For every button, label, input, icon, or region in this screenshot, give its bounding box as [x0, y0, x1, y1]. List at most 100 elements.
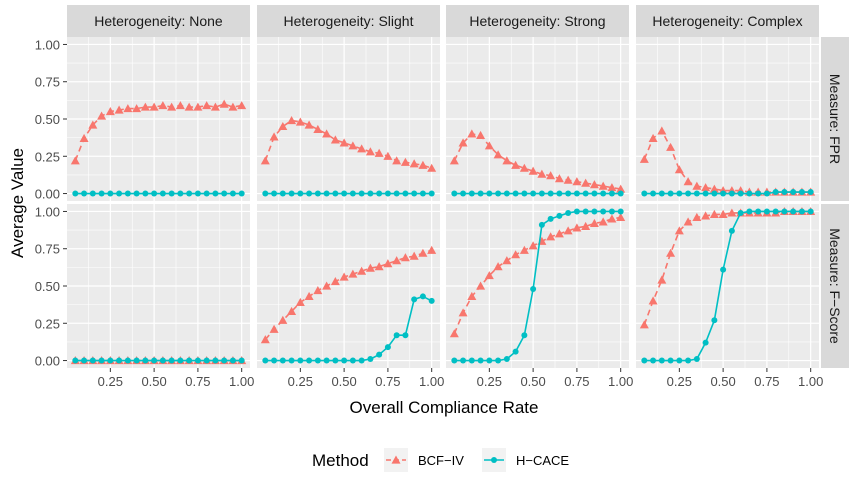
hcace-point: [486, 190, 493, 197]
bcf-point: [269, 324, 279, 333]
hcace-point: [332, 190, 339, 197]
bcf-point: [193, 102, 203, 111]
hcace-point: [402, 190, 409, 197]
hcace-point: [142, 190, 149, 197]
hcace-point: [306, 357, 313, 364]
hcace-point: [503, 190, 510, 197]
hcace-point: [358, 190, 365, 197]
hcace-point: [737, 209, 744, 216]
x-tick-label: 0.50: [331, 374, 356, 389]
hcace-point: [772, 208, 779, 215]
bcf-point: [348, 141, 358, 150]
panel: [67, 37, 250, 201]
hcace-point: [720, 190, 727, 197]
x-tick-label: 0.75: [375, 374, 400, 389]
bcf-point: [158, 101, 168, 110]
bcf-point: [476, 281, 486, 290]
hcace-point: [781, 208, 788, 215]
hcace-point: [737, 190, 744, 197]
hcace-point: [746, 190, 753, 197]
hcace-point: [411, 296, 418, 303]
y-tick-label: 0.50: [35, 112, 60, 127]
hcace-point: [124, 357, 131, 364]
x-tick-label: 1.00: [419, 374, 444, 389]
bcf-point: [409, 251, 419, 260]
bcf-point: [607, 183, 617, 192]
hcace-point: [238, 357, 245, 364]
hcace-point: [402, 332, 409, 339]
hcace-point: [168, 357, 175, 364]
hcace-point: [468, 357, 475, 364]
hcace-point: [460, 357, 467, 364]
hcace-point: [349, 190, 356, 197]
bcf-point: [219, 99, 229, 108]
hcace-point: [133, 190, 140, 197]
hcace-point: [203, 357, 210, 364]
hcace-point: [288, 357, 295, 364]
bcf-point: [184, 102, 194, 111]
bcf-point: [167, 102, 177, 111]
bcf-point: [528, 241, 538, 250]
bcf-point: [427, 163, 437, 172]
x-tick-label: 1.00: [798, 374, 823, 389]
y-tick-label: 0.50: [35, 279, 60, 294]
bcf-point: [674, 165, 684, 174]
bcf-point: [70, 156, 80, 165]
bcf-point: [701, 211, 711, 220]
hcace-point: [151, 190, 158, 197]
hcace-point: [495, 357, 502, 364]
bcf-point: [313, 285, 323, 295]
bcf-point: [572, 177, 582, 186]
hcace-point: [221, 190, 228, 197]
x-tick-label: 0.50: [520, 374, 545, 389]
bcf-point: [140, 102, 150, 111]
x-tick-label: 0.50: [710, 374, 735, 389]
hcace-point: [667, 190, 674, 197]
hcace-point: [297, 190, 304, 197]
hcace-point: [763, 190, 770, 197]
hcace-point: [477, 190, 484, 197]
bcf-point: [313, 124, 323, 134]
bcf-point: [330, 277, 340, 286]
y-tick-label: 1.00: [35, 204, 60, 219]
x-tick-label: 0.75: [564, 374, 589, 389]
hcace-point: [98, 190, 105, 197]
hcace-point: [306, 190, 313, 197]
hcace-point: [238, 190, 245, 197]
hcace-point: [367, 356, 374, 363]
bcf-point: [476, 130, 486, 139]
bcf-point: [692, 181, 702, 190]
hcace-point: [168, 190, 175, 197]
hcace-point: [288, 190, 295, 197]
hcace-point: [107, 190, 114, 197]
hcace-point: [89, 190, 96, 197]
hcace-point: [376, 351, 383, 358]
bcf-point: [97, 111, 107, 120]
hcace-point: [556, 190, 563, 197]
bcf-point: [105, 107, 115, 116]
bcf-point: [322, 281, 332, 290]
hcace-point: [503, 356, 510, 363]
x-tick-label: 1.00: [608, 374, 633, 389]
hcace-point: [608, 190, 615, 197]
bcf-point: [554, 174, 564, 183]
bcf-point: [365, 263, 375, 272]
y-tick-label: 0.75: [35, 75, 60, 90]
hcace-point: [159, 190, 166, 197]
bcf-point: [175, 101, 185, 110]
bcf-point: [348, 269, 358, 278]
bcf-point: [409, 159, 419, 168]
hcace-point: [468, 190, 475, 197]
bcf-point: [295, 297, 305, 306]
facet-strip-col-label: Heterogeneity: Strong: [469, 13, 605, 29]
bcf-point: [427, 245, 437, 254]
hcace-point: [271, 357, 278, 364]
legend: Method BCF−IV H−CACE: [312, 448, 569, 472]
hcace-point: [685, 357, 692, 364]
hcace-point: [116, 357, 123, 364]
bcf-point: [657, 126, 667, 135]
hcace-point: [746, 208, 753, 215]
hcace-point: [477, 357, 484, 364]
bcf-point: [692, 212, 702, 222]
hcace-point: [667, 357, 674, 364]
